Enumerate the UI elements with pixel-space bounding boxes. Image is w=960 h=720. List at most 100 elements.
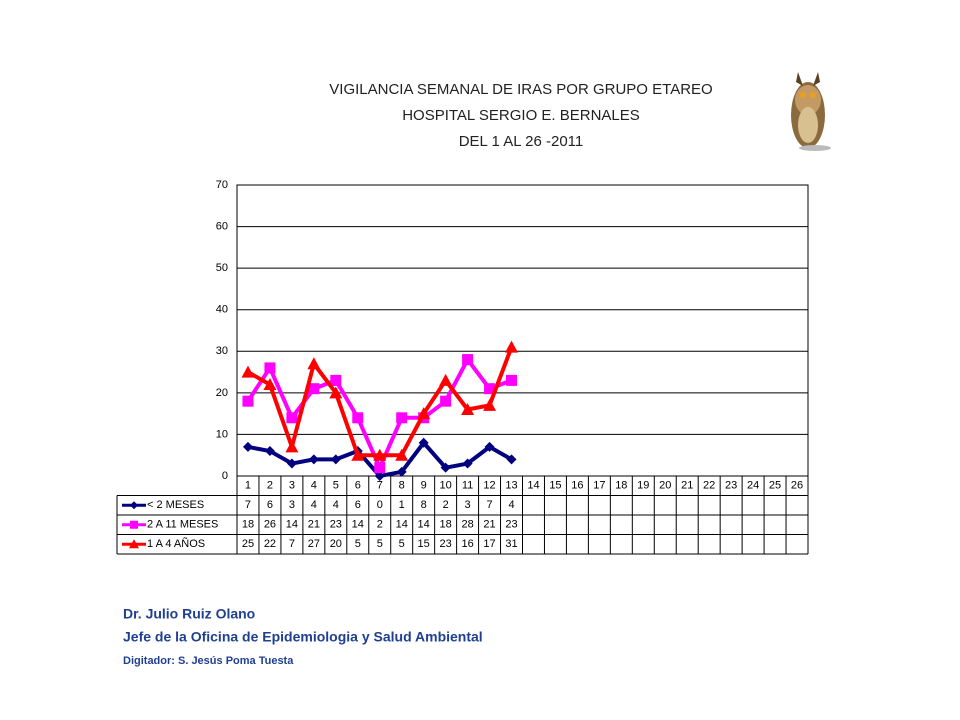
x-tick-label: 5 xyxy=(333,480,339,492)
footer-digitizer: Digitador: S. Jesús Poma Tuesta xyxy=(123,655,294,667)
footer-position: Jefe de la Oficina de Epidemiologia y Sa… xyxy=(123,629,483,645)
x-tick-label: 18 xyxy=(615,480,627,492)
table-value: 20 xyxy=(330,538,342,550)
y-tick-label: 70 xyxy=(216,179,228,191)
table-value: 5 xyxy=(399,538,405,550)
table-value: 7 xyxy=(486,499,492,511)
data-point xyxy=(130,501,138,510)
legend-label: 2 A 11 MESES xyxy=(147,519,218,531)
table-value: 4 xyxy=(311,499,317,511)
table-value: 5 xyxy=(355,538,361,550)
data-point xyxy=(418,437,429,448)
data-point xyxy=(417,407,431,420)
y-tick-label: 30 xyxy=(216,345,228,357)
data-point xyxy=(286,412,298,424)
x-tick-label: 12 xyxy=(483,480,495,492)
table-value: 27 xyxy=(308,538,320,550)
data-point xyxy=(462,458,473,469)
table-value: 6 xyxy=(267,499,273,511)
data-point xyxy=(263,378,277,391)
data-point xyxy=(374,471,385,481)
data-point xyxy=(285,440,299,453)
data-point xyxy=(242,441,253,452)
x-tick-label: 20 xyxy=(659,480,671,492)
table-value: 21 xyxy=(308,519,320,531)
chart-subtitle: DEL 1 AL 26 -2011 xyxy=(459,133,584,150)
table-value: 21 xyxy=(483,519,495,531)
table-value: 0 xyxy=(377,499,383,511)
table-value: 3 xyxy=(465,499,471,511)
table-value: 23 xyxy=(330,519,342,531)
data-point xyxy=(351,448,365,461)
data-point xyxy=(396,412,408,424)
x-tick-label: 9 xyxy=(421,480,427,492)
data-point xyxy=(330,454,341,465)
data-point xyxy=(241,365,255,378)
data-point xyxy=(352,412,364,424)
data-point xyxy=(130,520,138,529)
data-point xyxy=(308,454,319,465)
data-point xyxy=(439,373,453,386)
x-tick-label: 6 xyxy=(355,480,361,492)
table-value: 4 xyxy=(333,499,339,511)
table-value: 3 xyxy=(289,499,295,511)
data-point xyxy=(308,383,320,395)
data-point xyxy=(396,466,407,477)
legend-label: 1 A 4 AÑOS xyxy=(147,537,205,550)
x-tick-label: 10 xyxy=(440,480,452,492)
x-tick-label: 1 xyxy=(245,480,251,492)
table-value: 17 xyxy=(483,538,495,550)
table-value: 7 xyxy=(289,538,295,550)
table-value: 14 xyxy=(418,519,430,531)
data-point xyxy=(484,441,495,452)
table-value: 14 xyxy=(286,519,298,531)
data-point xyxy=(264,362,276,374)
data-point xyxy=(483,398,497,411)
data-point xyxy=(461,402,475,415)
table-value: 31 xyxy=(505,538,517,550)
data-point xyxy=(264,446,275,457)
plot-border xyxy=(236,184,809,477)
x-tick-label: 8 xyxy=(399,480,405,492)
table-value: 1 xyxy=(399,499,405,511)
x-tick-label: 23 xyxy=(725,480,737,492)
table-value: 14 xyxy=(396,519,408,531)
data-point xyxy=(484,383,496,395)
x-tick-label: 16 xyxy=(571,480,583,492)
y-tick-label: 60 xyxy=(216,220,228,232)
table-value: 4 xyxy=(508,499,514,511)
x-tick-label: 7 xyxy=(377,480,383,492)
x-tick-label: 11 xyxy=(462,480,473,492)
data-point xyxy=(307,357,321,370)
data-point xyxy=(329,386,343,399)
table-value: 16 xyxy=(461,538,473,550)
x-tick-label: 25 xyxy=(769,480,781,492)
x-tick-label: 22 xyxy=(703,480,715,492)
x-tick-label: 15 xyxy=(549,480,561,492)
table-value: 7 xyxy=(245,499,251,511)
table-value: 5 xyxy=(377,538,383,550)
data-point xyxy=(242,395,254,407)
table-value: 26 xyxy=(264,519,276,531)
x-tick-label: 2 xyxy=(267,480,273,492)
data-point xyxy=(286,458,297,469)
y-tick-label: 10 xyxy=(216,428,228,440)
owl-illustration xyxy=(791,72,831,151)
legend-label: < 2 MESES xyxy=(147,499,204,511)
data-point xyxy=(462,354,474,366)
footer-author: Dr. Julio Ruiz Olano xyxy=(123,606,255,622)
y-tick-label: 20 xyxy=(216,387,228,399)
data-point xyxy=(395,448,409,461)
y-tick-label: 0 xyxy=(222,470,228,482)
chart-title: VIGILANCIA SEMANAL DE IRAS POR GRUPO ETA… xyxy=(329,81,712,98)
table-value: 14 xyxy=(352,519,364,531)
data-point xyxy=(506,454,517,465)
data-point xyxy=(374,462,386,474)
x-tick-label: 21 xyxy=(681,480,693,492)
x-tick-label: 14 xyxy=(527,480,539,492)
table-value: 23 xyxy=(505,519,517,531)
data-point xyxy=(440,395,452,407)
table-value: 2 xyxy=(443,499,449,511)
table-value: 6 xyxy=(355,499,361,511)
